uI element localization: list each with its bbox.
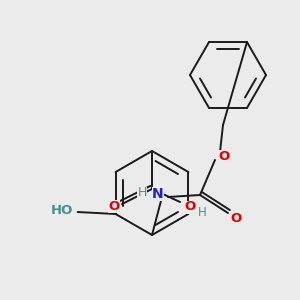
- Text: O: O: [184, 200, 196, 214]
- Text: HO: HO: [50, 203, 73, 217]
- Text: H: H: [137, 187, 147, 200]
- Text: O: O: [218, 149, 230, 163]
- Text: N: N: [152, 187, 164, 201]
- Text: O: O: [108, 200, 120, 212]
- Text: O: O: [230, 212, 242, 224]
- Text: H: H: [198, 206, 206, 220]
